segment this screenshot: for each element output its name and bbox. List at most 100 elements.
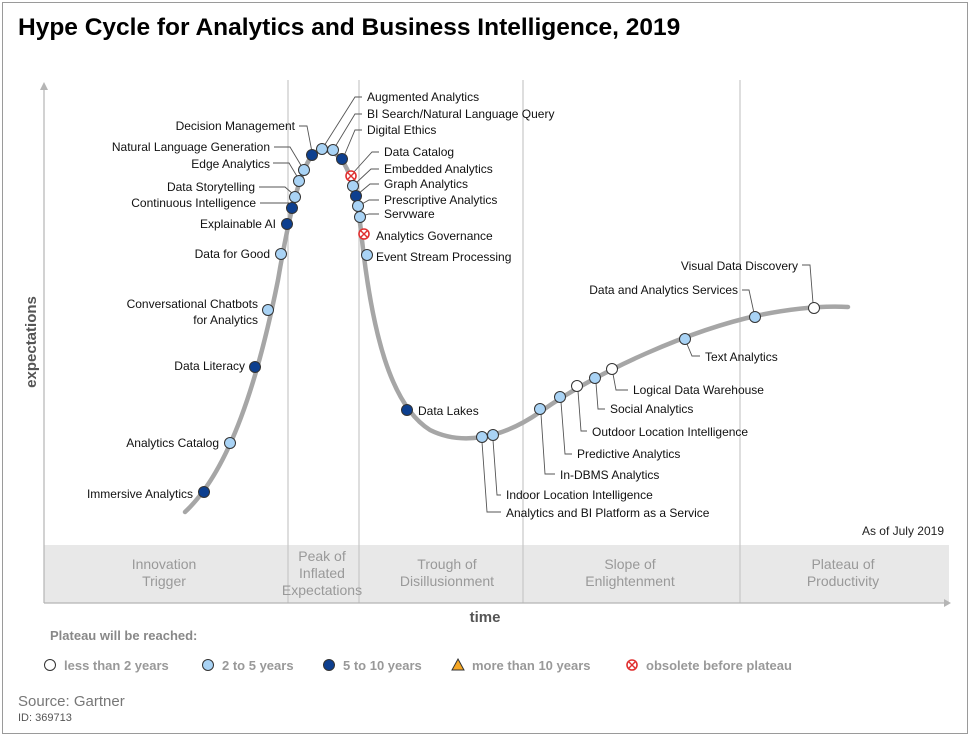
legend-marker: [44, 659, 56, 671]
hype-curve: [182, 147, 851, 515]
technology-label: Edge Analytics: [191, 157, 270, 171]
technology-label: Indoor Location Intelligence: [506, 488, 653, 502]
leader-line: [357, 183, 379, 195]
technology-marker: [249, 361, 261, 373]
technology-marker: [306, 149, 318, 161]
leader-line: [481, 441, 501, 513]
phase-band: [44, 545, 949, 603]
leader-line: [540, 413, 555, 475]
technology-label: Visual Data Discovery: [681, 259, 798, 273]
technology-label: In-DBMS Analytics: [560, 468, 659, 482]
legend-marker: [202, 659, 214, 671]
leader-line: [355, 168, 379, 184]
technology-marker: [198, 486, 210, 498]
technology-label: Analytics Governance: [376, 229, 493, 243]
technology-label: Data Storytelling: [167, 180, 255, 194]
technology-marker: [589, 372, 601, 384]
leader-line: [334, 113, 362, 148]
leader-line: [273, 162, 299, 179]
technology-label: Outdoor Location Intelligence: [592, 425, 748, 439]
leader-line: [595, 382, 605, 410]
technology-marker: [316, 143, 328, 155]
chart-title: Hype Cycle for Analytics and Business In…: [18, 14, 681, 41]
leader-line: [492, 439, 501, 496]
legend-label: obsolete before plateau: [646, 658, 792, 673]
technology-label: Data and Analytics Services: [589, 283, 738, 297]
technology-label: Continuous Intelligence: [131, 196, 256, 210]
technology-marker: [350, 190, 362, 202]
phase-label: Plateau of: [811, 556, 874, 572]
technology-label: Data Lakes: [418, 404, 479, 418]
technology-marker: [298, 164, 310, 176]
x-axis-arrow: [944, 599, 951, 607]
y-axis-arrow: [40, 82, 48, 90]
legend-label: 5 to 10 years: [343, 658, 422, 673]
leader-line: [686, 343, 700, 357]
technology-label: Analytics and BI Platform as a Service: [506, 506, 710, 520]
technology-marker: [293, 175, 305, 187]
technology-label: Text Analytics: [705, 350, 778, 364]
technology-label: Analytics Catalog: [126, 436, 219, 450]
technology-marker: [401, 404, 413, 416]
technology-label: Logical Data Warehouse: [633, 383, 764, 397]
technology-label: Decision Management: [176, 119, 296, 133]
technology-label: Prescriptive Analytics: [384, 193, 497, 207]
technology-label: Graph Analytics: [384, 177, 468, 191]
technology-label: Data Literacy: [174, 359, 245, 373]
phase-label: Disillusionment: [400, 573, 494, 589]
technology-marker-x: [347, 172, 355, 180]
leader-line: [612, 373, 628, 391]
leader-line: [352, 151, 379, 174]
technology-marker: [327, 144, 339, 156]
phase-label: Slope of: [604, 556, 655, 572]
phase-label: Innovation: [132, 556, 197, 572]
phase-label: Inflated: [299, 565, 345, 581]
leader-line: [577, 390, 587, 432]
leader-line: [259, 186, 294, 195]
phase-label: Enlightenment: [585, 573, 675, 589]
technology-marker: [224, 437, 236, 449]
technology-marker: [275, 248, 287, 260]
phase-label: Trough of: [417, 556, 477, 572]
technology-label: Conversational Chatbots: [127, 297, 258, 311]
technology-label: Predictive Analytics: [577, 447, 680, 461]
legend-label: more than 10 years: [472, 658, 591, 673]
phase-label: Trigger: [142, 573, 186, 589]
technology-marker: [476, 431, 488, 443]
technology-marker: [286, 202, 298, 214]
technology-label: Explainable AI: [200, 217, 276, 231]
technology-label: Augmented Analytics: [367, 90, 479, 104]
source-note: Source: Gartner: [18, 693, 125, 710]
document-id: ID: 369713: [18, 712, 72, 724]
phase-label: Productivity: [807, 573, 879, 589]
phase-label: Expectations: [282, 582, 362, 598]
legend-title: Plateau will be reached:: [50, 628, 197, 643]
technology-marker: [571, 380, 583, 392]
leader-line: [274, 146, 303, 168]
technology-marker: [281, 218, 293, 230]
legend-label: 2 to 5 years: [222, 658, 294, 673]
technology-marker: [352, 200, 364, 212]
technology-marker: [487, 429, 499, 441]
technology-marker: [347, 180, 359, 192]
technology-label: BI Search/Natural Language Query: [367, 107, 554, 121]
technology-label: Natural Language Generation: [112, 140, 270, 154]
technology-label: Immersive Analytics: [87, 487, 193, 501]
as-of-label: As of July 2019: [862, 524, 944, 538]
legend-marker: [451, 657, 465, 671]
technology-label: Servware: [384, 207, 435, 221]
technology-label: Social Analytics: [610, 402, 693, 416]
technology-label: for Analytics: [193, 313, 258, 327]
technology-marker: [354, 211, 366, 223]
technology-marker: [336, 153, 348, 165]
legend-marker-x: [628, 661, 636, 669]
technology-marker: [534, 403, 546, 415]
technology-marker: [289, 191, 301, 203]
technology-marker-x: [360, 230, 368, 238]
technology-label: Data for Good: [195, 247, 270, 261]
leader-line: [323, 96, 362, 147]
technology-marker: [606, 363, 618, 375]
